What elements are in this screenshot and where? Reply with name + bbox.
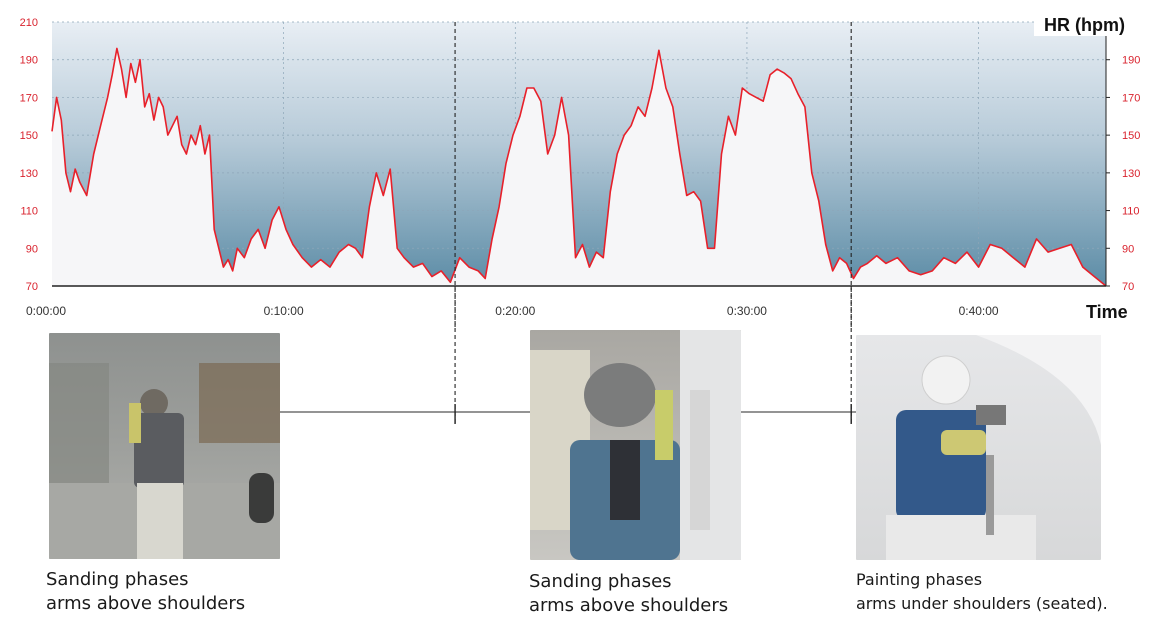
y-tick-left-170: 170: [20, 92, 38, 104]
photo-sanding-2: [530, 330, 741, 560]
caption-2-line-2: arms above shoulders: [529, 595, 729, 616]
x-tick-0-20-00: 0:20:00: [495, 304, 535, 318]
plot-background: [52, 22, 1106, 286]
caption-1-line-1: Sanding phases: [46, 569, 189, 590]
y-tick-right-170: 170: [1122, 92, 1140, 104]
x-tick-0-00-00: 0:00:00: [26, 304, 66, 318]
y-tick-left-90: 90: [26, 243, 38, 255]
caption-photo-2: Sanding phases arms above shoulders: [529, 570, 728, 618]
y-axis-title: HR (hpm): [1044, 15, 1125, 35]
y-tick-left-110: 110: [20, 206, 38, 218]
heart-rate-chart: 70 90 110 130 150 170 190 210 70 90 110 130 150 170 1…: [19, 10, 1141, 330]
worker-sanding-photo: [49, 363, 280, 559]
caption-photo-3: Painting phases arms under shoulders (se…: [856, 568, 1108, 616]
y-tick-right-70: 70: [1122, 281, 1134, 293]
grid-lines: [52, 21, 1106, 286]
x-tick-0-30-00: 0:30:00: [727, 304, 767, 318]
y-tick-right-190: 190: [1122, 55, 1140, 67]
x-axis-title: Time: [1086, 302, 1128, 322]
caption-photo-1: Sanding phases arms above shoulders: [46, 568, 245, 616]
area-under-curve: [52, 48, 1106, 287]
y-tick-left-190: 190: [20, 55, 38, 67]
y-tick-left-130: 130: [20, 168, 38, 180]
y-tick-right-150: 150: [1122, 130, 1140, 142]
worker-sanding-back-photo: [530, 330, 741, 560]
y-tick-left-210: 210: [20, 17, 38, 29]
series-line-heart-rate: [51, 47, 1107, 287]
y-tick-right-110: 110: [1122, 206, 1140, 218]
worker-painting-photo: [886, 335, 1101, 560]
caption-2-line-1: Sanding phases: [529, 571, 672, 592]
ylabel-background: [1034, 10, 1124, 36]
photo-painting: [856, 335, 1101, 560]
caption-1-line-2: arms above shoulders: [46, 593, 246, 614]
caption-3-line-1: Painting phases: [856, 570, 983, 589]
y-tick-left-70: 70: [26, 281, 38, 293]
y-tick-right-130: 130: [1122, 168, 1140, 180]
x-tick-0-10-00: 0:10:00: [264, 304, 304, 318]
photo-sanding-1: [49, 333, 280, 559]
y-tick-left-150: 150: [20, 130, 38, 142]
y-tick-right-90: 90: [1122, 243, 1134, 255]
x-tick-0-40-00: 0:40:00: [959, 304, 999, 318]
caption-3-line-2: arms under shoulders (seated).: [856, 594, 1108, 613]
